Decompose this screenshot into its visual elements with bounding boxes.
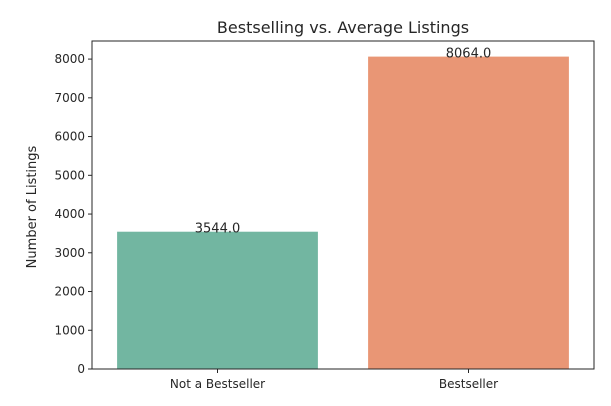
y-axis-ticks: 0 1000 2000 3000 4000 5000 6000 7000 8000 bbox=[54, 52, 92, 376]
y-tick-label-7: 7000 bbox=[54, 91, 85, 105]
data-label-0: 3544.0 bbox=[195, 222, 241, 237]
plot-frame bbox=[91, 40, 595, 370]
x-axis-ticks: Not a Bestseller Bestseller bbox=[170, 369, 498, 391]
y-tick-label-2: 2000 bbox=[54, 285, 85, 299]
chart-title: Bestselling vs. Average Listings bbox=[217, 18, 469, 37]
y-tick-label-8: 8000 bbox=[54, 52, 85, 66]
y-tick-label-4: 4000 bbox=[54, 207, 85, 221]
y-axis-label: Number of Listings bbox=[25, 145, 40, 268]
x-tick-label-1: Bestseller bbox=[439, 377, 498, 391]
bar-1 bbox=[368, 56, 569, 370]
x-tick-label-0: Not a Bestseller bbox=[170, 377, 265, 391]
y-tick-label-5: 5000 bbox=[54, 168, 85, 182]
y-tick-label-6: 6000 bbox=[54, 130, 85, 144]
y-tick-label-0: 0 bbox=[77, 362, 85, 376]
y-tick-label-3: 3000 bbox=[54, 246, 85, 260]
data-label-1: 8064.0 bbox=[446, 47, 492, 62]
data-labels-group: 3544.0 8064.0 bbox=[195, 47, 492, 237]
bar-0 bbox=[117, 231, 318, 369]
bars-group bbox=[117, 56, 569, 370]
y-tick-label-1: 1000 bbox=[54, 323, 85, 337]
